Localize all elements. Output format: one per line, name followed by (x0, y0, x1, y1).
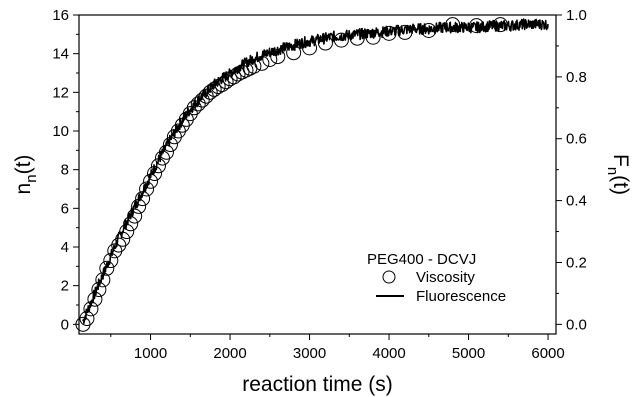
viscosity-point (469, 18, 484, 34)
viscosity-point (190, 96, 206, 112)
viscosity-point (270, 49, 286, 65)
viscosity-point (234, 64, 250, 80)
viscosity-point (262, 51, 278, 67)
viscosity-point (95, 272, 111, 288)
y-axis-left: 0 2 4 6 8 10 12 14 16 (52, 7, 79, 333)
fluorescence-series (82, 18, 549, 324)
viscosity-point (162, 137, 178, 153)
viscosity-point (131, 198, 147, 214)
y2-tick-label: 0.0 (566, 316, 587, 333)
viscosity-point (83, 301, 99, 317)
viscosity-point (218, 74, 234, 90)
viscosity-point (135, 191, 151, 207)
y2-tick-label: 0.8 (566, 69, 587, 86)
legend-viscosity-label: Viscosity (416, 269, 475, 286)
viscosity-point (492, 17, 508, 33)
y-axis-right-title: Fn(t) (604, 154, 632, 195)
x-tick-label: 4000 (372, 345, 405, 362)
viscosity-point (202, 84, 218, 100)
x-tick-label: 3000 (293, 345, 326, 362)
viscosity-point (397, 24, 413, 40)
y-tick-label: 6 (61, 200, 69, 217)
viscosity-series (75, 17, 508, 332)
viscosity-point (87, 291, 103, 307)
y-axis-left-title-sub: n (23, 174, 40, 182)
y2-tick-label: 0.6 (566, 131, 587, 148)
y2-tick-label: 1.0 (566, 7, 587, 24)
y-axis-right-title-main: F (609, 154, 632, 167)
viscosity-point (254, 55, 270, 71)
viscosity-point (194, 92, 210, 108)
legend-viscosity-marker (382, 270, 396, 284)
y-axis-right-title-suffix: (t) (609, 175, 632, 195)
y-axis-left-title-suffix: (t) (12, 155, 35, 175)
y-tick-label: 4 (61, 239, 69, 256)
viscosity-point (123, 216, 139, 232)
y-axis-left-title: nn(t) (12, 155, 40, 195)
viscosity-point (230, 66, 246, 82)
y-axis-right-title-sub: n (604, 167, 621, 175)
viscosity-point (210, 79, 226, 95)
x-axis: 1000 2000 3000 4000 5000 6000 (110, 334, 565, 362)
viscosity-point (381, 25, 397, 41)
viscosity-point (445, 17, 461, 33)
viscosity-point (365, 29, 381, 45)
viscosity-point (286, 45, 302, 61)
viscosity-point (147, 166, 163, 182)
viscosity-point (79, 311, 95, 327)
viscosity-point (317, 35, 333, 51)
y-tick-label: 10 (52, 123, 69, 140)
x-tick-label: 2000 (213, 345, 246, 362)
plot-frame (78, 14, 557, 335)
viscosity-point (186, 100, 202, 116)
x-axis-title: reaction time (s) (242, 373, 393, 396)
plot-area (78, 14, 557, 335)
x-tick-label: 6000 (531, 345, 564, 362)
y-tick-label: 12 (52, 84, 69, 101)
viscosity-point (103, 253, 119, 269)
viscosity-point (99, 260, 115, 276)
viscosity-point (238, 62, 254, 78)
viscosity-point (139, 181, 155, 197)
viscosity-point (421, 22, 437, 38)
legend-title: PEG400 - DCVJ (367, 251, 476, 268)
viscosity-point (333, 32, 349, 48)
y2-tick-label: 0.2 (566, 254, 587, 271)
viscosity-point (127, 208, 143, 224)
y-tick-label: 2 (61, 278, 69, 295)
y-tick-label: 16 (52, 7, 69, 24)
y-tick-label: 0 (61, 316, 69, 333)
viscosity-point (246, 58, 262, 74)
viscosity-point (151, 158, 166, 174)
viscosity-point (214, 77, 230, 93)
legend: PEG400 - DCVJ Viscosity Fluorescence (367, 251, 506, 305)
legend-fluorescence-label: Fluorescence (416, 288, 506, 305)
viscosity-point (158, 144, 174, 160)
x-tick-label: 1000 (134, 345, 167, 362)
y-tick-label: 8 (61, 162, 69, 179)
viscosity-point (143, 173, 159, 189)
viscosity-point (91, 282, 107, 298)
x-tick-label: 5000 (452, 345, 485, 362)
viscosity-point (119, 224, 135, 240)
viscosity-point (206, 81, 222, 97)
y-axis-right: 0.0 0.2 0.4 0.6 0.8 1.0 (556, 7, 587, 333)
viscosity-point (222, 71, 238, 87)
viscosity-point (349, 30, 365, 46)
y-axis-left-title-main: n (12, 183, 35, 195)
viscosity-point (226, 69, 242, 85)
viscosity-point (302, 40, 318, 56)
viscosity-point (115, 231, 131, 247)
fluorescence-line (82, 18, 549, 324)
y2-tick-label: 0.4 (566, 193, 587, 210)
y-tick-label: 14 (52, 46, 69, 63)
